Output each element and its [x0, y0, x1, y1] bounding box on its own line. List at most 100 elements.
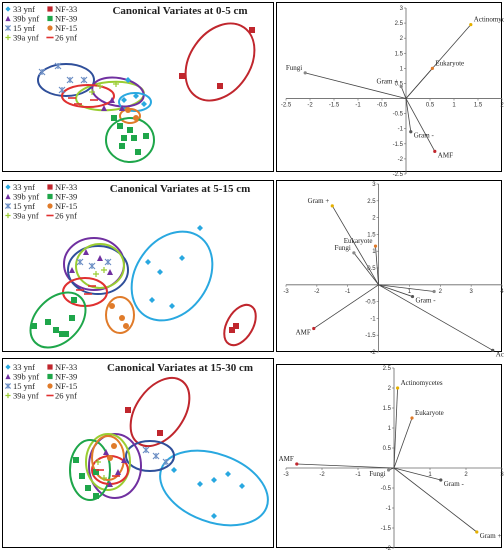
data-point	[5, 193, 11, 200]
diamond-marker	[225, 471, 231, 477]
triangle-marker	[5, 193, 11, 200]
diamond-marker	[197, 481, 203, 487]
plus-marker	[5, 392, 11, 399]
data-point	[121, 135, 127, 141]
data-point	[69, 315, 75, 321]
y-tick-label: -2	[398, 157, 404, 163]
chart-title: Canonical Variates at 5-15 cm	[110, 183, 251, 195]
square-marker	[157, 430, 163, 436]
diamond-marker	[5, 364, 11, 370]
diamond-marker	[179, 255, 185, 261]
data-point	[225, 471, 231, 477]
y-tick-label: 0.5	[367, 266, 376, 272]
data-point	[107, 269, 113, 275]
vector-label: Fungi	[286, 64, 302, 72]
data-point	[111, 115, 117, 121]
vector-tip	[352, 251, 356, 255]
y-tick-label: -1	[398, 127, 404, 133]
legend-entry: NF-15	[47, 23, 77, 33]
diamond-marker	[145, 259, 151, 265]
square-marker	[93, 469, 99, 475]
canonical-scatter-plot: Canonical Variates at 0-5 cm 33 ynf NF-33 3…	[4, 4, 256, 163]
data-point	[5, 184, 11, 190]
vector-tip	[491, 348, 495, 352]
legend-label: NF-39	[55, 372, 77, 382]
y-tick-label: 1.5	[383, 406, 392, 412]
y-tick-label: -2	[370, 350, 376, 356]
x-tick-label: -2	[314, 289, 320, 295]
square-marker	[69, 315, 75, 321]
vector-label: AMF	[296, 328, 311, 336]
legend-label: NF-33	[55, 362, 77, 372]
square-marker	[127, 127, 133, 133]
loading-vector	[393, 467, 478, 533]
group-ellipse	[184, 22, 256, 102]
y-tick-label: 1	[372, 249, 376, 255]
triangle-marker	[109, 97, 115, 103]
legend-entry: 15 ynf	[4, 201, 35, 211]
square-marker	[179, 73, 185, 79]
y-tick-label: -1.5	[365, 333, 376, 339]
vector-label: Actinomycetes	[474, 16, 504, 24]
legend-label: 39b ynf	[13, 14, 39, 24]
legend-label: NF-33	[55, 182, 77, 192]
plus-marker	[95, 459, 101, 465]
legend-entry: NF-33	[47, 362, 77, 372]
triangle-marker	[107, 481, 113, 487]
data-point	[101, 267, 107, 273]
data-point	[5, 15, 11, 22]
square-marker	[31, 323, 37, 329]
loading-vector	[393, 387, 398, 469]
vector-label: Actinomycetes	[401, 379, 443, 387]
legend-entry: 15 ynf	[4, 23, 35, 33]
loading-vector-plot: -2.5 -2 -1.5 -1 -0.5 0.5 1 1.5 2 3 2.5 2 1.5 1 0.5 -0.5…	[281, 6, 504, 178]
legend-label: 26 ynf	[55, 211, 77, 221]
vector-label: Gram -	[414, 132, 435, 140]
data-point	[88, 262, 96, 270]
square-marker	[93, 493, 99, 499]
group-ellipse	[130, 230, 214, 322]
circle-marker	[123, 323, 129, 329]
data-point	[66, 76, 74, 84]
plus-marker	[101, 475, 107, 481]
data-point	[131, 135, 137, 141]
y-tick-label: -1.5	[381, 526, 392, 532]
data-point	[197, 481, 203, 487]
y-tick-label: 1	[400, 66, 404, 72]
data-point	[211, 477, 217, 483]
diamond-marker	[211, 477, 217, 483]
vector-tip	[396, 386, 400, 390]
x-tick-label: 4	[500, 289, 504, 295]
data-point	[80, 76, 88, 84]
data-point	[109, 97, 115, 103]
data-point	[47, 383, 53, 389]
x-tick-label: 2	[500, 103, 504, 109]
diamond-marker	[5, 6, 11, 12]
data-point	[119, 105, 125, 111]
data-point	[133, 115, 139, 121]
legend-label: 33 ynf	[13, 4, 35, 14]
vector-label: Gram -	[416, 297, 437, 305]
triangle-marker	[107, 269, 113, 275]
plus-marker	[101, 267, 107, 273]
legend-label: NF-33	[55, 4, 77, 14]
legend-label: 39a ynf	[13, 211, 39, 221]
circle-marker	[47, 383, 53, 389]
y-tick-label: -0.5	[381, 486, 392, 492]
square-marker	[85, 485, 91, 491]
data-point	[125, 107, 131, 113]
x-tick-label: -1.5	[329, 103, 340, 109]
data-point	[93, 469, 99, 475]
legend-entry: NF-15	[47, 201, 77, 211]
legend-entry: 26 ynf	[46, 211, 77, 221]
data-point	[83, 249, 89, 255]
triangle-marker	[121, 457, 127, 463]
square-marker	[121, 135, 127, 141]
legend-label: 39a ynf	[13, 33, 39, 43]
vector-tip	[430, 66, 434, 70]
data-point	[169, 303, 175, 309]
data-point	[104, 258, 112, 266]
data-point	[59, 331, 65, 337]
data-point	[5, 373, 11, 380]
x-marker	[152, 452, 160, 460]
